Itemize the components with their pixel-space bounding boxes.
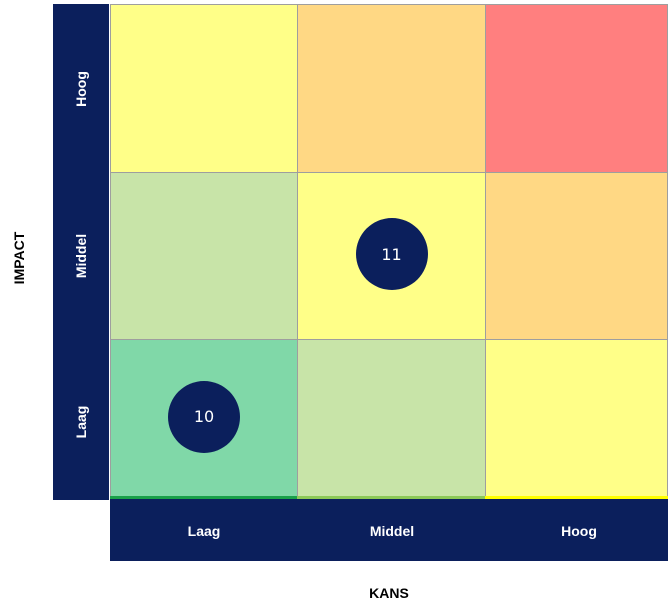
matrix-cell-laag-hoog bbox=[485, 339, 668, 498]
grid-bottom-line-segment bbox=[485, 496, 668, 499]
matrix-cell-hoog-middel bbox=[297, 4, 486, 173]
matrix-cell-hoog-laag bbox=[110, 4, 298, 173]
grid-bottom-line-segment bbox=[297, 496, 486, 499]
kans-level-middel: Middel bbox=[369, 523, 415, 539]
matrix-cell-middel-hoog bbox=[485, 172, 668, 340]
impact-axis-title: IMPACT bbox=[11, 231, 27, 285]
risk-marker[interactable]: 10 bbox=[168, 380, 240, 453]
kans-axis-title: KANS bbox=[369, 585, 409, 601]
risk-marker[interactable]: 11 bbox=[355, 218, 428, 290]
impact-level-hoog: Hoog bbox=[73, 71, 89, 107]
grid-bottom-line-segment bbox=[110, 496, 298, 499]
matrix-cell-middel-laag bbox=[110, 172, 298, 340]
kans-level-laag: Laag bbox=[187, 523, 221, 539]
impact-level-laag: Laag bbox=[73, 405, 89, 439]
matrix-cell-laag-middel bbox=[297, 339, 486, 498]
matrix-cell-hoog-hoog bbox=[485, 4, 668, 173]
impact-level-band bbox=[53, 4, 109, 500]
impact-level-middel: Middel bbox=[73, 233, 89, 279]
kans-level-band bbox=[110, 499, 668, 561]
kans-level-hoog: Hoog bbox=[561, 523, 597, 539]
